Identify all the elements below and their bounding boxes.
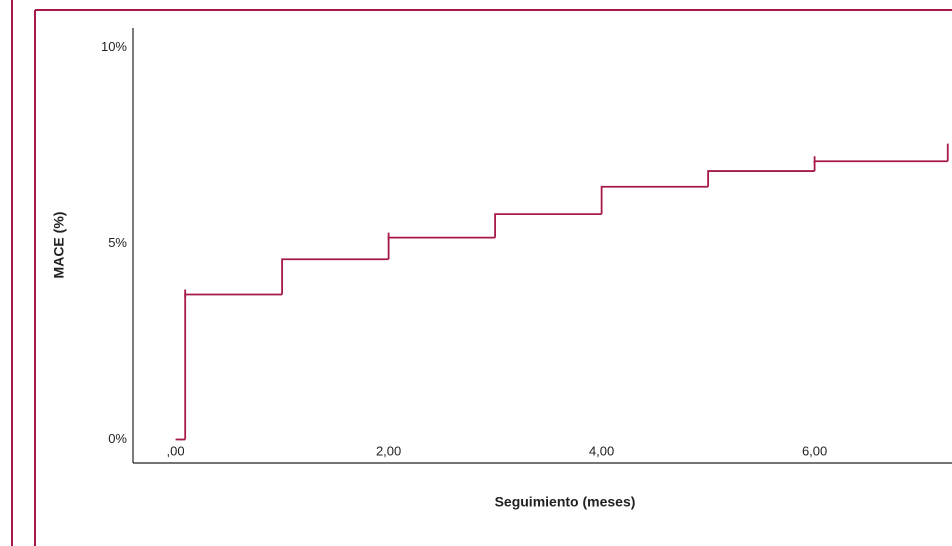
step-segment: [813, 160, 948, 172]
x-tick-label: 6,00: [802, 443, 827, 458]
y-tick-label: 10%: [101, 39, 127, 54]
x-axis-title: Seguimiento (meses): [495, 494, 636, 510]
x-tick-label: 4,00: [589, 443, 614, 458]
y-tick-label: 0%: [108, 431, 127, 446]
y-tick-label: 5%: [108, 235, 127, 250]
step-segment: [281, 258, 389, 295]
step-segment: [707, 170, 815, 187]
step-segment: [184, 293, 283, 440]
y-axis-title: MACE (%): [51, 212, 67, 279]
x-tick-label: 2,00: [376, 443, 401, 458]
step-segment: [494, 213, 602, 238]
step-segment: [387, 236, 496, 260]
x-tick-label: ,00: [167, 443, 185, 458]
step-segment: [600, 185, 709, 215]
